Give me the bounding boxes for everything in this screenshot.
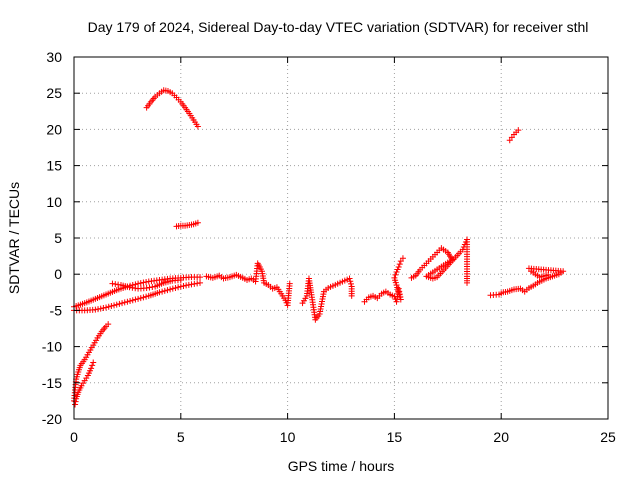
data-point xyxy=(132,296,139,303)
data-point xyxy=(103,304,110,311)
x-tick-label: 10 xyxy=(280,429,296,445)
data-point xyxy=(161,287,168,294)
data-point xyxy=(545,271,552,278)
data-point xyxy=(392,271,399,278)
y-tick-label: 10 xyxy=(46,194,62,210)
data-point xyxy=(105,321,112,328)
x-tick-label: 25 xyxy=(600,429,616,445)
data-point xyxy=(105,303,112,310)
y-tick-label: 5 xyxy=(54,230,62,246)
y-tick-label: -20 xyxy=(42,411,62,427)
data-point xyxy=(88,365,95,372)
data-point xyxy=(348,292,355,299)
data-point xyxy=(116,300,123,307)
y-tick-label: -15 xyxy=(42,375,62,391)
data-point xyxy=(185,281,192,288)
data-point xyxy=(137,280,144,287)
data-point xyxy=(396,261,403,268)
data-point xyxy=(347,278,354,285)
data-point xyxy=(394,266,401,273)
data-point xyxy=(72,401,79,408)
data-point xyxy=(393,269,400,276)
data-point xyxy=(90,359,97,366)
y-axis-label: SDTVAR / TECUs xyxy=(6,182,22,294)
x-tick-label: 5 xyxy=(177,429,185,445)
y-tick-label: 15 xyxy=(46,158,62,174)
data-point xyxy=(95,306,102,313)
data-point xyxy=(391,274,398,281)
grid-layer xyxy=(74,57,608,419)
data-point xyxy=(180,282,187,289)
data-point xyxy=(194,123,201,130)
data-point xyxy=(399,255,406,262)
data-point xyxy=(177,283,184,290)
data-point xyxy=(124,298,131,305)
x-tick-label: 20 xyxy=(493,429,509,445)
data-point xyxy=(167,286,174,293)
data-points xyxy=(71,87,567,408)
data-point xyxy=(135,280,142,287)
data-point xyxy=(97,305,104,312)
data-point xyxy=(159,288,166,295)
y-tick-label: 25 xyxy=(46,85,62,101)
y-tick-label: 0 xyxy=(54,266,62,282)
data-point xyxy=(113,301,120,308)
data-point xyxy=(137,295,144,302)
data-point xyxy=(169,285,176,292)
data-point xyxy=(395,263,402,270)
data-point xyxy=(92,306,99,313)
data-point xyxy=(135,295,142,302)
data-point xyxy=(140,294,147,301)
data-point xyxy=(197,279,204,286)
data-point xyxy=(346,275,353,282)
data-point xyxy=(177,276,184,283)
data-point xyxy=(172,284,179,291)
data-point xyxy=(156,289,163,296)
data-point xyxy=(119,300,126,307)
data-point xyxy=(121,299,128,306)
data-point xyxy=(286,280,293,287)
data-point xyxy=(197,274,204,281)
data-point xyxy=(194,219,201,226)
data-point xyxy=(100,305,107,312)
data-point xyxy=(140,279,147,286)
x-tick-label: 0 xyxy=(70,429,78,445)
data-point xyxy=(108,303,115,310)
data-point xyxy=(129,297,136,304)
x-axis-label: GPS time / hours xyxy=(288,458,395,474)
data-point xyxy=(143,293,150,300)
x-tick-label: 15 xyxy=(387,429,403,445)
data-point xyxy=(89,362,96,369)
y-tick-label: -10 xyxy=(42,339,62,355)
data-point xyxy=(515,127,522,134)
y-tick-label: 20 xyxy=(46,121,62,137)
chart-title: Day 179 of 2024, Sidereal Day-to-day VTE… xyxy=(88,19,589,35)
y-tick-label: 30 xyxy=(46,49,62,65)
data-point xyxy=(143,278,150,285)
ticks-layer: 0 5 10 15 20 25 -20 -15 -10 -5 0 5 10 15 20 25 30 xyxy=(42,49,616,445)
y-tick-label: -5 xyxy=(50,302,63,318)
data-point xyxy=(111,302,118,309)
data-point xyxy=(183,282,190,289)
data-point xyxy=(347,280,354,287)
data-point xyxy=(164,287,171,294)
data-point xyxy=(175,284,182,291)
data-point xyxy=(127,297,134,304)
data-point xyxy=(464,279,471,286)
